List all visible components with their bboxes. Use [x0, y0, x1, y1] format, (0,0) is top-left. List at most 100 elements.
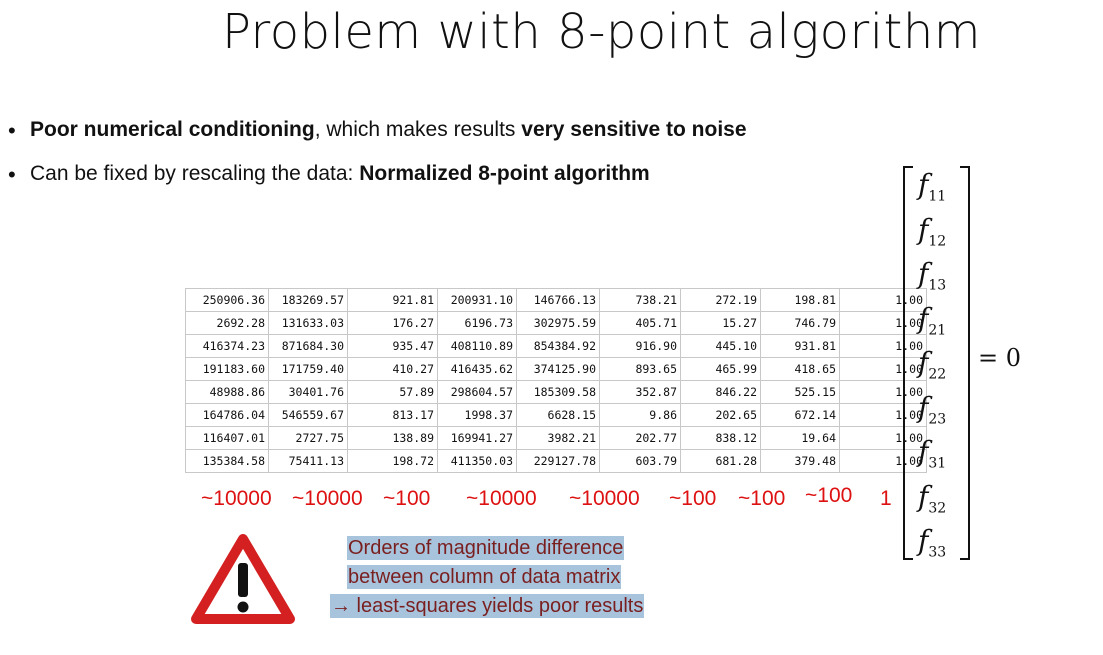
matrix-cell: 374125.90: [516, 357, 600, 381]
bullet-strong: very sensitive to noise: [521, 118, 747, 141]
equals-zero: = 0: [978, 344, 1022, 372]
matrix-cell: 30401.76: [268, 380, 348, 404]
matrix-cell: 411350.03: [437, 449, 517, 473]
matrix-cell: 1.00: [839, 357, 927, 381]
matrix-cell: 57.89: [347, 380, 438, 404]
matrix-cell: 921.81: [347, 288, 438, 312]
matrix-cell: 846.22: [680, 380, 761, 404]
vector-entry-base: f: [918, 435, 929, 468]
matrix-cell: 1.00: [839, 449, 927, 473]
matrix-cell: 200931.10: [437, 288, 517, 312]
matrix-cell: 198.81: [760, 288, 840, 312]
vector-entry-subscript: 23: [928, 411, 947, 428]
note-line-2: between column of data matrix: [347, 565, 622, 589]
matrix-row: 191183.60 171759.40 410.27 416435.62 374125.…: [185, 357, 927, 381]
matrix-cell: 379.48: [760, 449, 840, 473]
vector-entry-subscript: 31: [928, 455, 947, 472]
matrix-row: 250906.36 183269.57 921.81 200931.10 146766.…: [185, 288, 927, 312]
matrix-cell: 410.27: [347, 357, 438, 381]
matrix-cell: 871684.30: [268, 334, 348, 358]
matrix-cell: 1998.37: [437, 403, 517, 427]
matrix-cell: 9.86: [599, 403, 681, 427]
vector-entry-base: f: [918, 524, 929, 557]
matrix-cell: 931.81: [760, 334, 840, 358]
matrix-cell: 465.99: [680, 357, 761, 381]
vector-entry-base: f: [918, 168, 929, 201]
matrix-cell: 19.64: [760, 426, 840, 450]
matrix-cell: 416435.62: [437, 357, 517, 381]
vector-entry-base: f: [918, 479, 929, 513]
matrix-cell: 418.65: [760, 357, 840, 381]
matrix-cell: 6196.73: [437, 311, 517, 335]
vector-entry-base: f: [918, 390, 929, 424]
vector-entry-subscript: 12: [928, 233, 947, 250]
warning-triangle-icon: [191, 534, 295, 624]
vector-entry-base: f: [918, 301, 929, 335]
column-magnitude-label: ~10000: [569, 487, 640, 510]
matrix-cell: 2727.75: [268, 426, 348, 450]
bullet-item-normalized: • Can be fixed by rescaling the data: Nor…: [8, 162, 747, 206]
matrix-cell: 1.00: [839, 288, 927, 312]
matrix-cell: 546559.67: [268, 403, 348, 427]
matrix-cell: 2692.28: [185, 311, 269, 335]
matrix-cell: 672.14: [760, 403, 840, 427]
bullet-list: • Poor numerical conditioning, which make…: [8, 118, 747, 206]
bullet-text: Can be fixed by rescaling the data:: [30, 162, 360, 185]
bullet-text: , which makes results: [314, 118, 522, 141]
vector-entry-subscript: 32: [928, 500, 947, 517]
column-magnitude-label: ~100: [805, 484, 853, 507]
matrix-cell: 131633.03: [268, 311, 348, 335]
matrix-cell: 185309.58: [516, 380, 600, 404]
column-magnitude-label: ~100: [738, 487, 786, 510]
matrix-cell: 408110.89: [437, 334, 517, 358]
matrix-cell: 6628.15: [516, 403, 600, 427]
matrix-cell: 405.71: [599, 311, 681, 335]
column-magnitude-label: ~10000: [292, 487, 363, 510]
matrix-cell: 1.00: [839, 403, 927, 427]
vector-entry: f23: [918, 391, 946, 428]
column-magnitude-label: ~10000: [466, 487, 537, 510]
column-magnitude-label: ~100: [669, 487, 717, 510]
matrix-cell: 176.27: [347, 311, 438, 335]
vector-entry-subscript: 13: [928, 277, 947, 294]
matrix-cell: 445.10: [680, 334, 761, 358]
matrix-cell: 1.00: [839, 380, 927, 404]
matrix-cell: 272.19: [680, 288, 761, 312]
matrix-cell: 198.72: [347, 449, 438, 473]
vector-right-bracket: [960, 166, 970, 560]
vector-entry: f31: [918, 435, 946, 472]
vector-entry: f32: [918, 480, 946, 517]
vector-entry-subscript: 11: [928, 188, 947, 205]
bullet-strong: Normalized 8-point algorithm: [359, 162, 650, 185]
matrix-cell: 916.90: [599, 334, 681, 358]
matrix-cell: 191183.60: [185, 357, 269, 381]
data-matrix-table: 250906.36 183269.57 921.81 200931.10 146766.…: [185, 288, 927, 473]
matrix-row: 116407.01 2727.75 138.89 169941.27 3982.21 20…: [185, 426, 927, 450]
bullet-dot-icon: •: [8, 118, 16, 143]
matrix-cell: 15.27: [680, 311, 761, 335]
matrix-cell: 146766.13: [516, 288, 600, 312]
matrix-cell: 3982.21: [516, 426, 600, 450]
matrix-cell: 813.17: [347, 403, 438, 427]
matrix-cell: 138.89: [347, 426, 438, 450]
matrix-row: 2692.28 131633.03 176.27 6196.73 302975.59 40…: [185, 311, 927, 335]
vector-entry: f11: [918, 168, 946, 205]
note-line-3: → least-squares yields poor results: [330, 594, 645, 618]
matrix-cell: 302975.59: [516, 311, 600, 335]
matrix-cell: 525.15: [760, 380, 840, 404]
matrix-cell: 681.28: [680, 449, 761, 473]
matrix-cell: 352.87: [599, 380, 681, 404]
matrix-cell: 229127.78: [516, 449, 600, 473]
vector-entry: f22: [918, 346, 946, 383]
vector-entry-subscript: 22: [928, 366, 947, 383]
matrix-cell: 1.00: [839, 311, 927, 335]
matrix-cell: 171759.40: [268, 357, 348, 381]
vector-entry-subscript: 21: [928, 322, 947, 339]
vector-left-bracket: [903, 166, 913, 560]
vector-entry-base: f: [918, 346, 929, 379]
matrix-cell: 935.47: [347, 334, 438, 358]
bullet-item-conditioning: • Poor numerical conditioning, which make…: [8, 118, 747, 162]
matrix-cell: 746.79: [760, 311, 840, 335]
matrix-cell: 183269.57: [268, 288, 348, 312]
matrix-cell: 202.65: [680, 403, 761, 427]
